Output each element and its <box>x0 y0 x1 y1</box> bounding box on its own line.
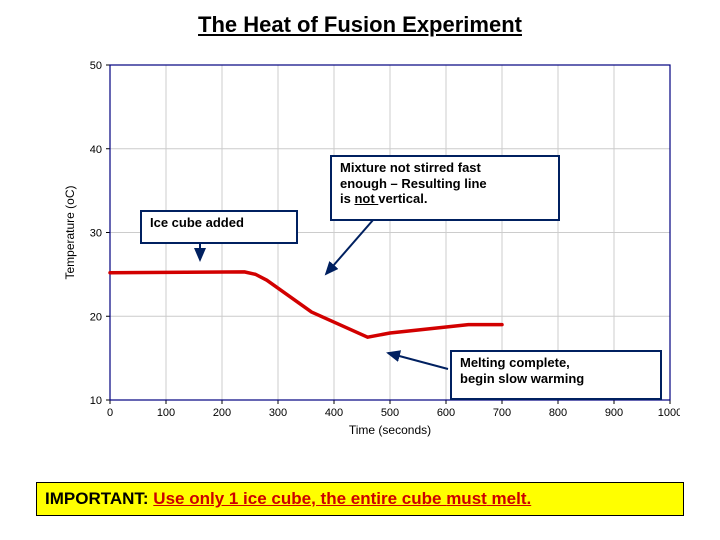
important-text: Use only 1 ice cube, the entire cube <box>153 489 446 508</box>
svg-text:400: 400 <box>325 407 343 419</box>
svg-text:20: 20 <box>90 311 102 323</box>
callout-text: Melting complete, <box>460 355 652 371</box>
svg-text:800: 800 <box>549 407 567 419</box>
svg-text:600: 600 <box>437 407 455 419</box>
page-title: The Heat of Fusion Experiment <box>0 0 720 38</box>
important-lead: IMPORTANT: <box>45 489 153 508</box>
svg-text:900: 900 <box>605 407 623 419</box>
svg-text:500: 500 <box>381 407 399 419</box>
important-note: IMPORTANT: Use only 1 ice cube, the enti… <box>36 482 684 516</box>
svg-text:700: 700 <box>493 407 511 419</box>
callout-ice-cube-added: Ice cube added <box>140 210 298 244</box>
callout-not-stirred: Mixture not stirred fast enough – Result… <box>330 155 560 221</box>
callout-text: enough – Resulting line <box>340 176 550 192</box>
callout-text: Mixture not stirred fast <box>340 160 550 176</box>
callout-text: begin slow warming <box>460 371 652 387</box>
svg-text:30: 30 <box>90 228 102 240</box>
svg-text:Time (seconds): Time (seconds) <box>349 423 431 437</box>
svg-text:40: 40 <box>90 144 102 156</box>
callout-text: is not vertical. <box>340 191 550 207</box>
svg-text:300: 300 <box>269 407 287 419</box>
svg-text:200: 200 <box>213 407 231 419</box>
svg-text:10: 10 <box>90 395 102 407</box>
callout-melting-complete: Melting complete, begin slow warming <box>450 350 662 400</box>
svg-text:Temperature (oC): Temperature (oC) <box>63 185 77 279</box>
callout-text: Ice cube added <box>150 215 244 230</box>
svg-text:100: 100 <box>157 407 175 419</box>
svg-text:50: 50 <box>90 60 102 72</box>
svg-text:0: 0 <box>107 407 113 419</box>
svg-text:1000: 1000 <box>658 407 680 419</box>
